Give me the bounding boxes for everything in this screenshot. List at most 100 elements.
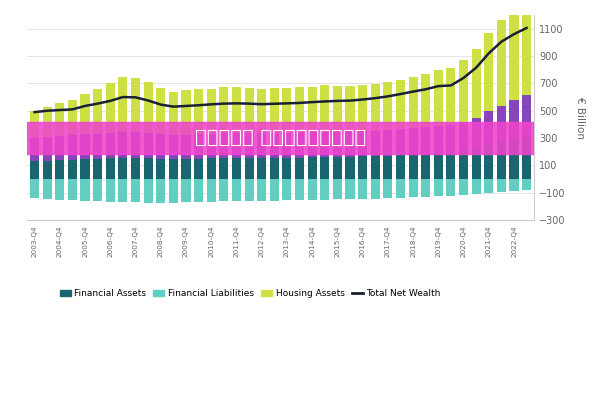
Bar bbox=[371, 156, 380, 179]
Bar bbox=[245, 179, 254, 201]
Bar bbox=[156, 88, 165, 134]
Bar bbox=[118, 158, 127, 179]
Bar bbox=[169, 179, 178, 203]
Bar bbox=[257, 89, 266, 133]
Bar bbox=[55, 160, 64, 179]
Bar bbox=[383, 82, 392, 130]
Bar bbox=[522, 179, 531, 190]
Bar bbox=[409, 154, 418, 179]
Bar bbox=[484, 145, 493, 179]
Bar bbox=[245, 158, 254, 179]
Bar bbox=[143, 133, 152, 158]
Bar bbox=[421, 179, 430, 197]
Bar bbox=[257, 179, 266, 201]
Bar bbox=[68, 100, 77, 135]
Bar bbox=[509, 138, 518, 179]
Bar bbox=[472, 118, 481, 149]
Bar bbox=[43, 107, 52, 137]
Bar bbox=[358, 131, 367, 156]
Y-axis label: € Billion: € Billion bbox=[575, 96, 585, 138]
Bar bbox=[270, 179, 279, 200]
Bar bbox=[346, 131, 355, 157]
Bar bbox=[459, 179, 468, 195]
Bar bbox=[80, 134, 89, 159]
Bar bbox=[295, 132, 304, 158]
Bar bbox=[396, 155, 405, 179]
Bar bbox=[295, 179, 304, 200]
Bar bbox=[257, 133, 266, 158]
Bar bbox=[270, 88, 279, 133]
Bar bbox=[371, 84, 380, 130]
Bar bbox=[181, 159, 191, 179]
Bar bbox=[308, 157, 317, 179]
Bar bbox=[219, 179, 229, 202]
Bar bbox=[68, 160, 77, 179]
Bar bbox=[446, 153, 455, 179]
Bar bbox=[446, 179, 455, 196]
Bar bbox=[131, 132, 140, 158]
Legend: Financial Assets, Financial Liabilities, Housing Assets, Total Net Wealth: Financial Assets, Financial Liabilities,… bbox=[56, 286, 444, 302]
Bar bbox=[156, 134, 165, 159]
Bar bbox=[446, 68, 455, 125]
Bar bbox=[169, 159, 178, 179]
Bar bbox=[55, 103, 64, 136]
Bar bbox=[131, 158, 140, 179]
Bar bbox=[270, 158, 279, 179]
Bar bbox=[80, 159, 89, 179]
Bar bbox=[30, 111, 39, 138]
Bar bbox=[522, 135, 531, 179]
Bar bbox=[55, 136, 64, 160]
Bar bbox=[55, 179, 64, 200]
Bar bbox=[27, 122, 534, 154]
Bar bbox=[30, 179, 39, 198]
Bar bbox=[30, 161, 39, 179]
Bar bbox=[232, 88, 241, 133]
Bar bbox=[131, 78, 140, 132]
Bar bbox=[118, 179, 127, 202]
Bar bbox=[181, 135, 191, 159]
Bar bbox=[434, 179, 443, 196]
Bar bbox=[320, 132, 329, 157]
Bar bbox=[43, 179, 52, 199]
Bar bbox=[459, 122, 468, 151]
Bar bbox=[497, 179, 506, 192]
Bar bbox=[194, 134, 203, 159]
Bar bbox=[421, 154, 430, 179]
Bar bbox=[383, 130, 392, 156]
Bar bbox=[106, 133, 115, 158]
Bar bbox=[106, 83, 115, 133]
Bar bbox=[143, 158, 152, 179]
Bar bbox=[320, 179, 329, 200]
Bar bbox=[484, 33, 493, 111]
Bar bbox=[181, 90, 191, 135]
Bar bbox=[472, 149, 481, 179]
Bar bbox=[232, 158, 241, 179]
Bar bbox=[206, 134, 216, 158]
Bar bbox=[358, 156, 367, 179]
Bar bbox=[68, 135, 77, 160]
Bar bbox=[333, 132, 342, 157]
Bar bbox=[434, 70, 443, 126]
Bar bbox=[43, 161, 52, 179]
Bar bbox=[409, 179, 418, 198]
Bar bbox=[434, 153, 443, 179]
Bar bbox=[93, 159, 102, 179]
Bar bbox=[106, 179, 115, 202]
Bar bbox=[333, 157, 342, 179]
Bar bbox=[169, 135, 178, 159]
Bar bbox=[283, 158, 292, 179]
Bar bbox=[295, 87, 304, 132]
Bar bbox=[106, 158, 115, 179]
Bar bbox=[206, 88, 216, 134]
Bar bbox=[206, 179, 216, 202]
Bar bbox=[194, 159, 203, 179]
Bar bbox=[409, 77, 418, 128]
Bar bbox=[358, 85, 367, 131]
Bar bbox=[346, 179, 355, 199]
Bar bbox=[459, 151, 468, 179]
Bar bbox=[396, 129, 405, 155]
Bar bbox=[219, 158, 229, 179]
Bar bbox=[320, 157, 329, 179]
Bar bbox=[371, 130, 380, 156]
Bar bbox=[509, 9, 518, 100]
